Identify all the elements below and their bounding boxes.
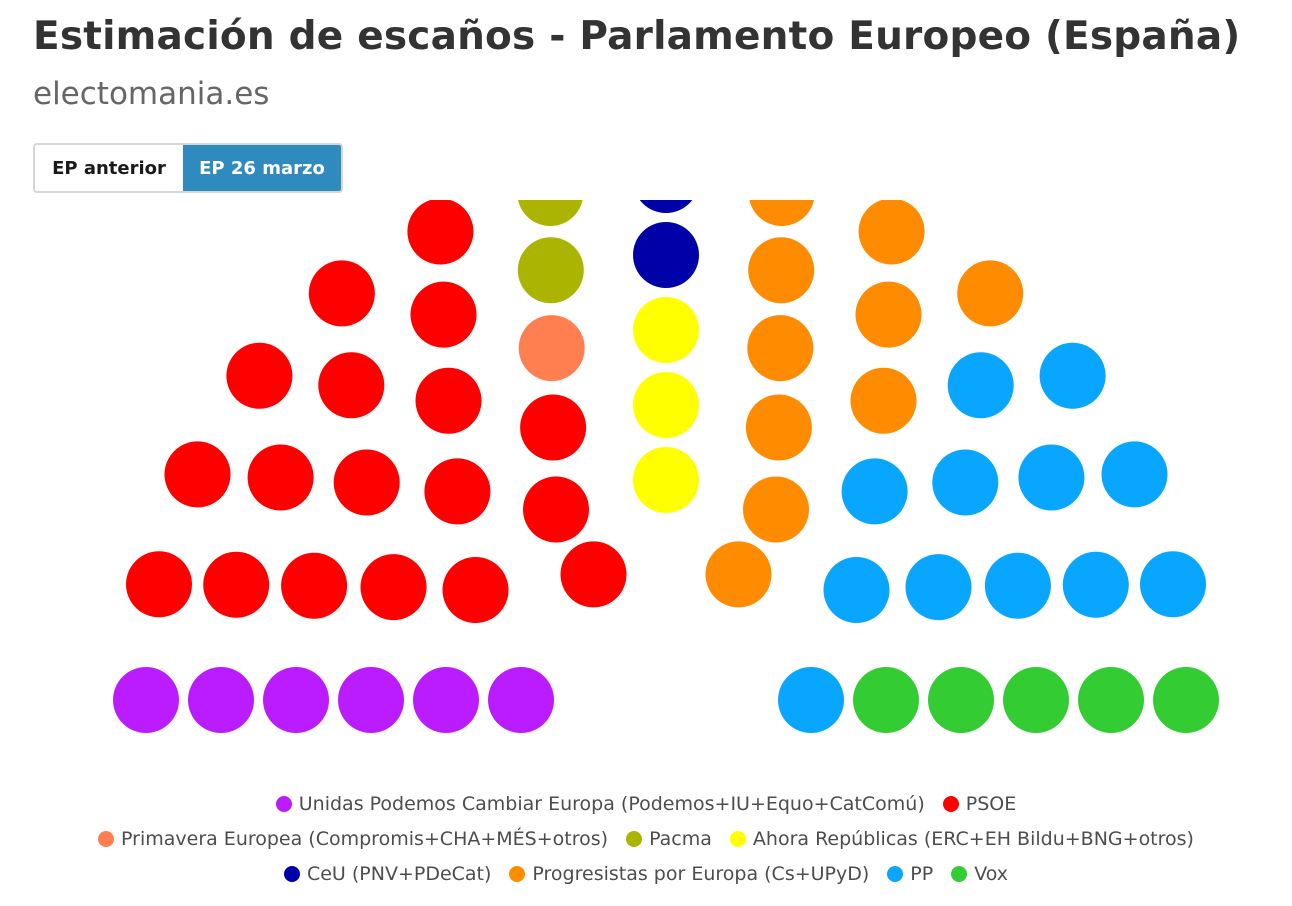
seat[interactable]: PSOE [247,444,314,511]
seat[interactable]: Primavera Europea (Compromis+CHA+MÉS+otr… [518,315,585,382]
seat[interactable]: PP [1039,342,1106,409]
seat[interactable]: Unidas Podemos Cambiar Europa (Podemos+I… [263,667,329,733]
seat[interactable]: Pacma [517,237,584,304]
seat[interactable]: Vox [928,667,994,733]
legend-item-ceu[interactable]: CeU (PNV+PDeCat) [283,862,492,885]
seat[interactable]: Progresistas por Europa (Cs+UPyD) [705,541,772,608]
seat[interactable]: PSOE [410,281,477,348]
legend-item-pp[interactable]: PP [887,863,933,885]
seat[interactable]: PP [841,458,908,525]
seat[interactable]: Progresistas por Europa (Cs+UPyD) [748,237,815,304]
seat[interactable]: Vox [1078,667,1144,733]
legend-swatch [275,795,292,812]
period-tabs: EP anterior EP 26 marzo [33,143,343,193]
legend-row: Primavera Europea (Compromis+CHA+MÉS+otr… [0,821,1292,856]
seat[interactable]: Progresistas por Europa (Cs+UPyD) [749,200,815,226]
legend-swatch [942,795,959,812]
legend-swatch [98,830,115,847]
seat[interactable]: Unidas Podemos Cambiar Europa (Podemos+I… [488,667,554,733]
legend-swatch [887,865,904,882]
seat[interactable]: Progresistas por Europa (Cs+UPyD) [850,367,917,434]
seat[interactable]: Unidas Podemos Cambiar Europa (Podemos+I… [188,667,254,733]
legend-swatch [283,865,300,882]
seat[interactable]: PSOE [560,541,627,608]
seat[interactable]: PP [1018,444,1085,511]
seat[interactable]: PSOE [424,458,491,525]
legend-label: Unidas Podemos Cambiar Europa (Podemos+I… [298,792,925,815]
seat[interactable]: Progresistas por Europa (Cs+UPyD) [855,281,922,348]
seat[interactable]: PP [905,554,972,621]
seat[interactable]: Progresistas por Europa (Cs+UPyD) [858,200,925,265]
seat[interactable]: PSOE [164,441,231,508]
legend-swatch [951,865,968,882]
seat[interactable]: PP [932,449,999,516]
seat[interactable]: PP [947,352,1014,419]
seat[interactable]: Ahora Repúblicas (ERC+EH Bildu+BNG+otros… [633,297,699,363]
legend-label: Ahora Repúblicas (ERC+EH Bildu+BNG+otros… [752,827,1194,850]
chart-subtitle: electomania.es [33,76,270,112]
seat[interactable]: PP [1101,441,1168,508]
seat[interactable]: CeU (PNV+PDeCat) [633,200,699,213]
seat[interactable]: PSOE [415,367,482,434]
legend-item-psoe[interactable]: PSOE [942,792,1017,815]
seat[interactable]: PSOE [318,352,385,419]
legend-item-pacma[interactable]: Pacma [626,828,712,850]
seat[interactable]: PSOE [360,554,427,621]
legend-row: CeU (PNV+PDeCat) Progresistas por Europa… [0,856,1292,891]
parliament-chart: Unidas Podemos Cambiar Europa (Podemos+I… [113,200,1219,733]
seat[interactable]: CeU (PNV+PDeCat) [633,222,699,288]
legend-label: Vox [974,862,1009,885]
legend-label: Progresistas por Europa (Cs+UPyD) [532,862,870,885]
seat[interactable]: PP [984,552,1051,619]
seat[interactable]: PSOE [308,260,375,327]
seat[interactable]: PSOE [407,200,474,265]
legend-item-primavera-europea[interactable]: Primavera Europea (Compromis+CHA+MÉS+otr… [98,828,608,850]
seat[interactable]: Unidas Podemos Cambiar Europa (Podemos+I… [113,667,179,733]
legend-swatch [729,830,746,847]
seat[interactable]: PSOE [442,557,509,623]
seat[interactable]: PSOE [281,552,348,619]
seat[interactable]: Unidas Podemos Cambiar Europa (Podemos+I… [338,667,404,733]
seat[interactable]: PP [778,667,844,733]
seat[interactable]: PSOE [523,476,589,543]
seat[interactable]: PSOE [203,551,270,618]
legend-swatch [626,830,643,847]
seat[interactable]: PSOE [126,551,192,618]
seat[interactable]: Ahora Repúblicas (ERC+EH Bildu+BNG+otros… [633,372,699,438]
legend-label: Pacma [649,827,712,850]
seat[interactable]: PSOE [520,394,587,461]
chart-title: Estimación de escaños - Parlamento Europ… [33,14,1241,59]
legend-row: Unidas Podemos Cambiar Europa (Podemos+I… [0,786,1292,821]
seat[interactable]: Ahora Repúblicas (ERC+EH Bildu+BNG+otros… [633,447,699,513]
tab-ep-26-marzo[interactable]: EP 26 marzo [183,145,341,191]
seat[interactable]: Vox [853,667,919,733]
seat[interactable]: Vox [1153,667,1219,733]
seat[interactable]: Progresistas por Europa (Cs+UPyD) [745,394,812,461]
tab-ep-anterior[interactable]: EP anterior [35,145,183,191]
seat[interactable]: PSOE [226,342,293,409]
legend-label: CeU (PNV+PDeCat) [306,862,492,885]
seat[interactable]: PP [823,557,890,623]
legend-item-vox[interactable]: Vox [951,863,1008,885]
seat[interactable]: Progresistas por Europa (Cs+UPyD) [743,476,809,543]
seat[interactable]: PP [1140,551,1206,618]
legend: Unidas Podemos Cambiar Europa (Podemos+I… [0,786,1292,891]
legend-swatch [509,865,526,882]
legend-item-unidas-podemos[interactable]: Unidas Podemos Cambiar Europa (Podemos+I… [275,792,925,815]
seat[interactable]: Progresistas por Europa (Cs+UPyD) [957,260,1024,327]
seat[interactable]: Pacma [517,200,583,226]
seat[interactable]: Vox [1003,667,1069,733]
legend-label: Primavera Europea (Compromis+CHA+MÉS+otr… [121,827,609,850]
legend-label: PP [910,862,934,885]
seat[interactable]: Progresistas por Europa (Cs+UPyD) [747,315,814,382]
legend-item-progresistas[interactable]: Progresistas por Europa (Cs+UPyD) [509,863,869,885]
seat[interactable]: PP [1062,551,1129,618]
seat[interactable]: PSOE [333,449,400,516]
seat[interactable]: Unidas Podemos Cambiar Europa (Podemos+I… [413,667,479,733]
legend-label: PSOE [965,792,1017,815]
legend-item-ahora-republicas[interactable]: Ahora Repúblicas (ERC+EH Bildu+BNG+otros… [729,827,1194,850]
